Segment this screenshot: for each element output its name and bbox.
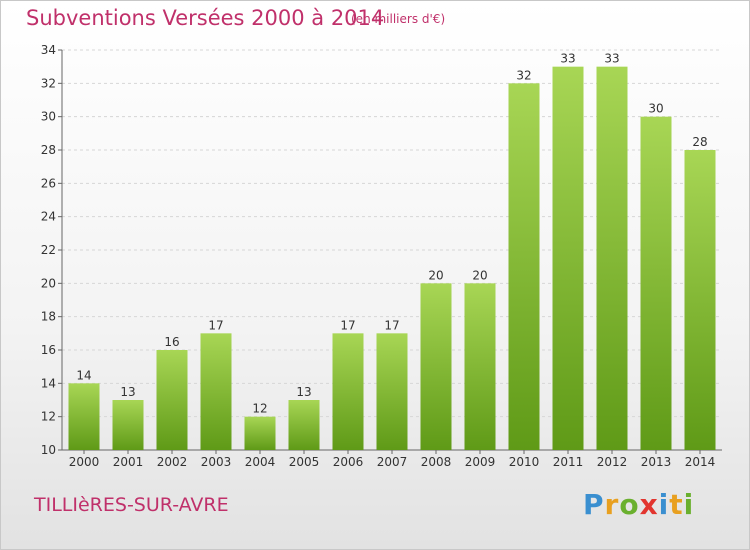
bar [288, 400, 320, 450]
y-tick-label: 12 [41, 410, 56, 424]
chart-subtitle: (en milliers d'€) [351, 12, 446, 26]
logo-letter: o [619, 488, 640, 521]
logo-letter: i [683, 488, 695, 521]
data-label: 17 [384, 318, 399, 332]
y-tick-label: 16 [41, 343, 56, 357]
x-tick-label: 2011 [553, 455, 584, 469]
logo-letter: t [669, 488, 684, 521]
bar [68, 383, 100, 450]
x-tick-label: 2000 [69, 455, 100, 469]
commune-name: TILLIèRES-SUR-AVRE [34, 494, 229, 516]
x-tick-label: 2008 [421, 455, 452, 469]
y-tick-label: 14 [41, 376, 56, 390]
bar [464, 283, 496, 450]
y-tick-label: 24 [41, 210, 56, 224]
x-tick-label: 2005 [289, 455, 320, 469]
logo-letter: P [583, 488, 605, 521]
bar [112, 400, 144, 450]
logo-letter: r [604, 488, 620, 521]
y-tick-label: 22 [41, 243, 56, 257]
data-label: 12 [252, 402, 267, 416]
y-tick-label: 34 [41, 43, 56, 57]
logo-letter: i [658, 488, 670, 521]
bar [508, 83, 540, 450]
data-label: 14 [76, 368, 91, 382]
data-label: 20 [428, 268, 443, 282]
x-tick-label: 2012 [597, 455, 628, 469]
x-tick-label: 2003 [201, 455, 232, 469]
y-tick-label: 10 [41, 443, 56, 457]
data-label: 32 [516, 68, 531, 82]
bar [640, 116, 672, 451]
data-label: 28 [692, 135, 707, 149]
y-tick-label: 18 [41, 310, 56, 324]
x-tick-label: 2009 [465, 455, 496, 469]
bar [376, 333, 408, 450]
bar [684, 150, 716, 450]
x-tick-label: 2013 [641, 455, 672, 469]
data-label: 16 [164, 335, 179, 349]
x-axis: 2000 2001 2002 2003 2004 2005 2006 2007 2008 2009… [62, 449, 722, 469]
x-tick-label: 2004 [245, 455, 276, 469]
data-label: 13 [296, 385, 311, 399]
bar [596, 66, 628, 451]
y-axis: 10 12 14 16 18 20 22 24 26 28 30 32 34 [41, 43, 63, 457]
data-label: 20 [472, 268, 487, 282]
data-label: 17 [340, 318, 355, 332]
bar [420, 283, 452, 450]
y-tick-label: 20 [41, 276, 56, 290]
proxiti-logo[interactable]: Proxiti [583, 488, 694, 521]
bar [156, 350, 188, 450]
bar [200, 333, 232, 450]
bar [244, 416, 276, 450]
y-tick-label: 32 [41, 76, 56, 90]
x-tick-label: 2014 [685, 455, 716, 469]
x-tick-label: 2006 [333, 455, 364, 469]
data-label: 33 [604, 52, 619, 66]
data-label: 13 [120, 385, 135, 399]
chart-title: Subventions Versées 2000 à 2014 [26, 6, 385, 30]
x-tick-label: 2001 [113, 455, 144, 469]
logo-letter: x [639, 488, 659, 521]
data-label: 17 [208, 318, 223, 332]
data-label: 33 [560, 52, 575, 66]
data-label: 30 [648, 102, 663, 116]
x-tick-label: 2007 [377, 455, 408, 469]
y-tick-label: 26 [41, 176, 56, 190]
x-tick-label: 2010 [509, 455, 540, 469]
x-tick-label: 2002 [157, 455, 188, 469]
y-tick-label: 30 [41, 110, 56, 124]
y-tick-label: 28 [41, 143, 56, 157]
data-labels: 14 13 16 17 12 13 17 17 20 20 32 33 33 30 28 [76, 52, 707, 416]
bars [68, 66, 716, 451]
bar [332, 333, 364, 450]
bar [552, 66, 584, 451]
